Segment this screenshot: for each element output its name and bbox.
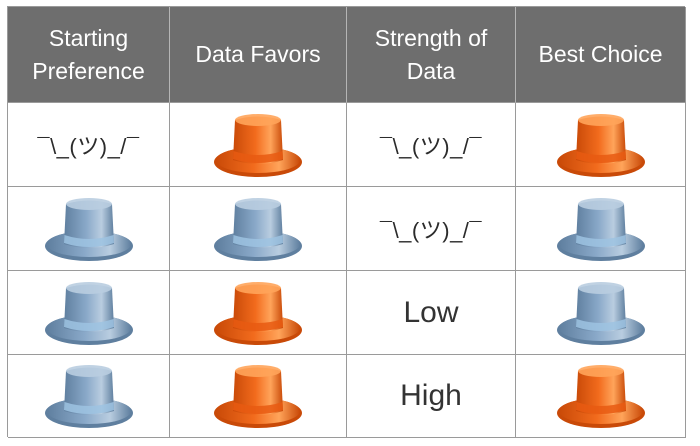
blue-top-hat-icon bbox=[44, 281, 133, 345]
header-best-choice: Best Choice bbox=[516, 7, 686, 103]
blue-top-hat-icon bbox=[556, 197, 645, 261]
table-cell bbox=[170, 271, 347, 355]
orange-top-hat-icon bbox=[214, 113, 302, 177]
shrug-text: ¯\_(ツ)_/¯ bbox=[379, 133, 483, 159]
header-data-favors: Data Favors bbox=[170, 7, 347, 103]
table-cell bbox=[8, 355, 170, 438]
orange-top-hat-icon bbox=[214, 281, 302, 345]
table-cell: High bbox=[347, 355, 516, 438]
table-cell bbox=[8, 271, 170, 355]
shrug-text: ¯\_(ツ)_/¯ bbox=[379, 217, 483, 243]
hat-decision-table: Starting Preference Data Favors Strength… bbox=[7, 6, 686, 438]
blue-top-hat-icon bbox=[556, 281, 645, 345]
orange-top-hat-icon bbox=[556, 113, 645, 177]
table-cell bbox=[170, 187, 347, 271]
blue-top-hat-icon bbox=[44, 365, 133, 428]
blue-top-hat-icon bbox=[214, 197, 302, 261]
strength-value: Low bbox=[403, 295, 459, 329]
table-cell: Low bbox=[347, 271, 516, 355]
blue-top-hat-icon bbox=[44, 197, 133, 261]
table-cell: ¯\_(ツ)_/¯ bbox=[8, 103, 170, 187]
orange-top-hat-icon bbox=[556, 365, 645, 428]
header-strength-of-data: Strength of Data bbox=[347, 7, 516, 103]
table-cell bbox=[516, 187, 686, 271]
table-cell bbox=[8, 187, 170, 271]
shrug-text: ¯\_(ツ)_/¯ bbox=[37, 133, 140, 159]
table-cell: ¯\_(ツ)_/¯ bbox=[347, 187, 516, 271]
table-cell bbox=[516, 271, 686, 355]
table-cell: ¯\_(ツ)_/¯ bbox=[347, 103, 516, 187]
table-cell bbox=[516, 355, 686, 438]
table-cell bbox=[170, 103, 347, 187]
strength-value: High bbox=[400, 379, 462, 412]
table-cell bbox=[516, 103, 686, 187]
orange-top-hat-icon bbox=[214, 365, 302, 428]
table-cell bbox=[170, 355, 347, 438]
header-starting-preference: Starting Preference bbox=[8, 7, 170, 103]
